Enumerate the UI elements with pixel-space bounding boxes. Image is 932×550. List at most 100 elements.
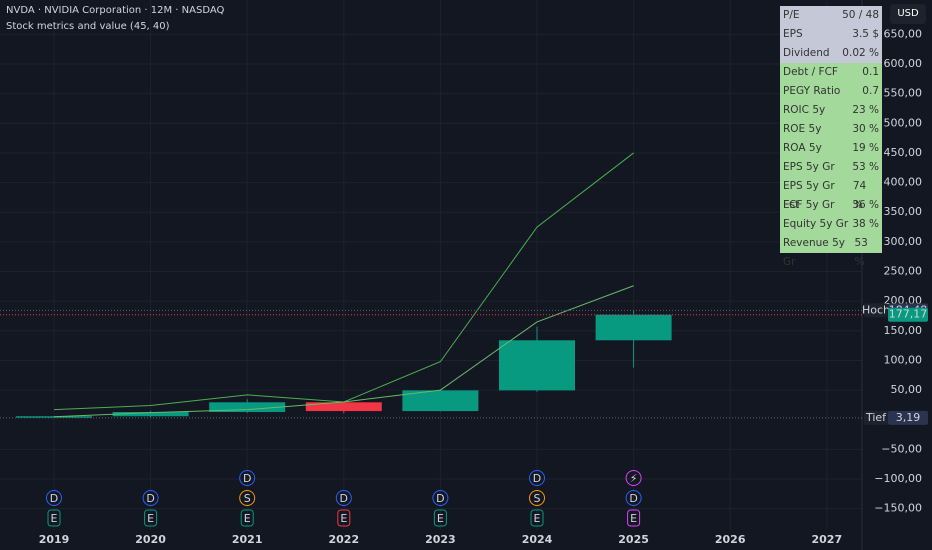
table-row: EPS 5y Gr 53 % bbox=[780, 158, 882, 177]
price-name-box bbox=[864, 410, 888, 425]
event-icon bbox=[625, 470, 642, 486]
event-label: E bbox=[630, 512, 637, 525]
y-tick-label: 400,00 bbox=[884, 176, 923, 189]
candle-body bbox=[305, 402, 382, 412]
table-row: EPS 3.5 $ bbox=[780, 25, 882, 44]
chart-title: NVDA · NVIDIA Corporation · 12M · NASDAQ bbox=[6, 5, 225, 16]
y-tick-label: 450,00 bbox=[884, 146, 923, 159]
candle-body bbox=[209, 402, 286, 413]
metric-value: 74 % bbox=[852, 180, 867, 211]
event-label: E bbox=[244, 512, 251, 525]
event-label: S bbox=[534, 492, 541, 505]
table-row: Debt / FCF 0.1 bbox=[780, 63, 882, 82]
y-tick-label: 500,00 bbox=[884, 116, 923, 129]
metric-name: Revenue 5y Gr bbox=[783, 237, 845, 268]
metric-value: 3.5 $ bbox=[852, 28, 879, 40]
metric-value: 50 / 48 bbox=[842, 9, 879, 21]
event-label: D bbox=[436, 492, 444, 505]
event-icon bbox=[529, 490, 545, 506]
event-label: E bbox=[51, 512, 58, 525]
metric-value: 19 % bbox=[852, 142, 879, 154]
y-tick-label: 150,00 bbox=[884, 324, 923, 337]
x-tick-label: 2023 bbox=[425, 533, 456, 546]
metric-value: 0.7 bbox=[862, 85, 879, 97]
event-icon bbox=[239, 490, 256, 506]
table-row: Equity 5y Gr 38 % bbox=[780, 215, 882, 234]
price-label: 177,17 bbox=[889, 308, 928, 321]
event-icon bbox=[627, 509, 641, 527]
event-label: ⚡ bbox=[630, 472, 638, 485]
table-row: PEGY Ratio 0.7 bbox=[780, 82, 882, 101]
price-name: Hoch bbox=[862, 303, 890, 316]
event-label: D bbox=[629, 492, 637, 505]
x-tick-label: 2020 bbox=[135, 533, 166, 546]
price-label-box bbox=[888, 307, 928, 322]
metric-name: EPS bbox=[783, 28, 803, 40]
y-tick-label: −100,00 bbox=[874, 472, 922, 485]
event-label: E bbox=[340, 512, 347, 525]
table-row: ROIC 5y 23 % bbox=[780, 101, 882, 120]
event-icon bbox=[47, 509, 61, 527]
currency-button[interactable]: USD bbox=[890, 4, 926, 24]
event-label: E bbox=[534, 512, 541, 525]
table-row: ROA 5y 19 % bbox=[780, 139, 882, 158]
metric-value: 0.02 % bbox=[842, 47, 879, 59]
x-tick-label: 2025 bbox=[618, 533, 649, 546]
event-icon bbox=[239, 470, 256, 486]
x-tick-label: 2022 bbox=[328, 533, 359, 546]
event-icon bbox=[240, 509, 254, 527]
event-icon bbox=[625, 490, 642, 506]
event-label: E bbox=[147, 512, 154, 525]
price-name-box bbox=[864, 303, 888, 318]
y-tick-label: 650,00 bbox=[884, 27, 923, 40]
y-tick-label: −50,00 bbox=[881, 442, 922, 455]
table-row: EPS 5y Gr Est 74 % bbox=[780, 177, 882, 211]
metric-name: ROE 5y bbox=[783, 123, 822, 135]
metric-name: Equity 5y Gr bbox=[783, 218, 849, 230]
y-tick-label: 350,00 bbox=[884, 205, 923, 218]
metric-value: 38 % bbox=[852, 218, 879, 230]
event-label: D bbox=[243, 472, 251, 485]
metric-name: Dividend bbox=[783, 47, 830, 59]
x-tick-label: 2027 bbox=[811, 533, 842, 546]
metric-name: FCF 5y Gr bbox=[783, 199, 835, 211]
event-label: E bbox=[437, 512, 444, 525]
metrics-table: P/E 50 / 48 EPS 3.5 $ Dividend 0.02 % Debt / F… bbox=[780, 6, 882, 268]
event-label: S bbox=[244, 492, 251, 505]
y-tick-label: 250,00 bbox=[884, 265, 923, 278]
metric-value: 30 % bbox=[852, 123, 879, 135]
y-tick-label: 550,00 bbox=[884, 87, 923, 100]
x-tick-label: 2026 bbox=[715, 533, 746, 546]
metric-value: 36 % bbox=[852, 199, 879, 211]
metric-name: EPS 5y Gr bbox=[783, 161, 835, 173]
event-icon bbox=[530, 509, 544, 527]
x-tick-label: 2019 bbox=[39, 533, 70, 546]
price-label: 3,19 bbox=[896, 411, 921, 424]
metric-name: Debt / FCF bbox=[783, 66, 838, 78]
x-tick-label: 2021 bbox=[232, 533, 263, 546]
metric-value: 53 % bbox=[854, 237, 868, 268]
candle-body bbox=[112, 412, 189, 417]
price-name: Tief bbox=[865, 411, 887, 424]
candle-body bbox=[16, 416, 92, 418]
event-label: D bbox=[533, 472, 541, 485]
event-icon bbox=[529, 470, 545, 486]
y-tick-label: 300,00 bbox=[884, 235, 923, 248]
event-icon bbox=[432, 490, 449, 506]
y-tick-label: 600,00 bbox=[884, 57, 923, 70]
indicator-label[interactable]: Stock metrics and value (45, 40) bbox=[6, 21, 170, 32]
y-tick-label: 100,00 bbox=[884, 353, 923, 366]
event-icon bbox=[144, 509, 158, 527]
metric-name: ROIC 5y bbox=[783, 104, 826, 116]
event-icon bbox=[46, 490, 62, 506]
metric-name: P/E bbox=[783, 9, 800, 21]
metric-name: ROA 5y bbox=[783, 142, 822, 154]
table-row: ROE 5y 30 % bbox=[780, 120, 882, 139]
metric-value: 0.1 bbox=[862, 66, 879, 78]
metric-name: EPS 5y Gr Est bbox=[783, 180, 835, 211]
x-tick-label: 2024 bbox=[522, 533, 553, 546]
table-row: FCF 5y Gr 36 % bbox=[780, 196, 882, 215]
y-tick-label: −150,00 bbox=[874, 502, 922, 515]
